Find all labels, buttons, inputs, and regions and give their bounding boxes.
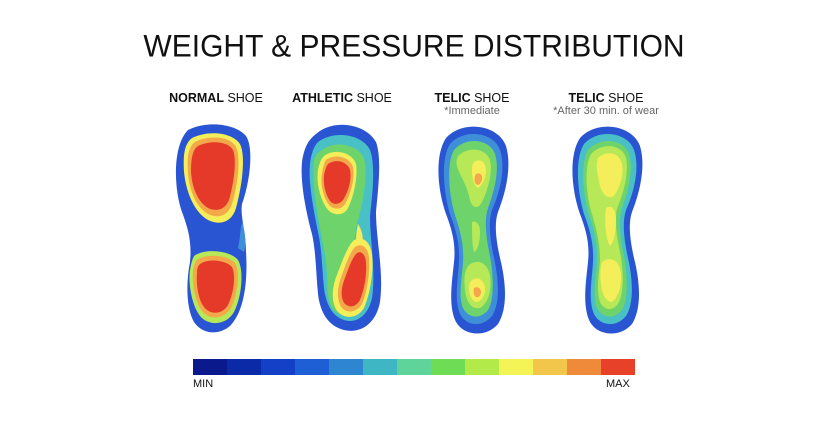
column-header-rest: SHOE bbox=[470, 91, 510, 105]
column-header-bold: TELIC bbox=[568, 91, 605, 105]
scale-swatch bbox=[499, 359, 533, 375]
footprint-telic-immediate bbox=[402, 112, 542, 342]
scale-swatch bbox=[397, 359, 431, 375]
scale-swatch bbox=[295, 359, 329, 375]
scale-min-label: MIN bbox=[193, 378, 214, 390]
column-header-telic-30min: TELIC SHOE *After 30 min. of wear bbox=[536, 91, 676, 118]
scale-swatch bbox=[227, 359, 261, 375]
pressure-color-scale bbox=[193, 359, 635, 375]
scale-swatch bbox=[465, 359, 499, 375]
footprint-athletic-shoe bbox=[272, 112, 412, 342]
scale-max-label: MAX bbox=[606, 378, 630, 390]
column-header-athletic-shoe: ATHLETIC SHOE bbox=[272, 92, 412, 105]
column-header-bold: ATHLETIC bbox=[292, 91, 353, 105]
column-note: *Immediate bbox=[444, 105, 500, 117]
scale-swatch bbox=[601, 359, 635, 375]
footprint-normal-shoe bbox=[146, 112, 286, 342]
scale-swatch bbox=[533, 359, 567, 375]
column-note: *After 30 min. of wear bbox=[553, 105, 659, 117]
page-title: WEIGHT & PRESSURE DISTRIBUTION bbox=[143, 29, 685, 64]
scale-swatch bbox=[431, 359, 465, 375]
column-header-bold: TELIC bbox=[434, 91, 471, 105]
scale-swatch bbox=[261, 359, 295, 375]
footprint-telic-30min bbox=[536, 112, 676, 342]
scale-swatch bbox=[193, 359, 227, 375]
column-header-rest: SHOE bbox=[352, 91, 392, 105]
column-header-rest: SHOE bbox=[223, 91, 263, 105]
column-header-normal-shoe: NORMAL SHOE bbox=[146, 92, 286, 105]
column-header-bold: NORMAL bbox=[169, 91, 224, 105]
column-header-telic-immediate: TELIC SHOE *Immediate bbox=[402, 91, 542, 118]
scale-swatch bbox=[567, 359, 601, 375]
scale-swatch bbox=[329, 359, 363, 375]
column-header-rest: SHOE bbox=[604, 91, 644, 105]
scale-swatch bbox=[363, 359, 397, 375]
